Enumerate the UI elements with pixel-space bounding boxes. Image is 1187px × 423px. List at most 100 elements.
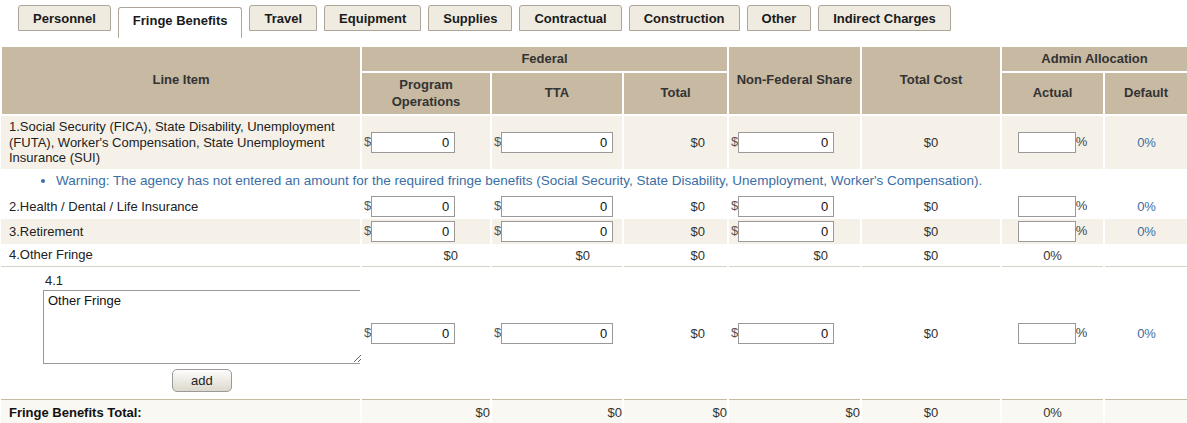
tab-equipment[interactable]: Equipment: [324, 5, 421, 31]
other-sub-tta-cell: $: [491, 267, 623, 400]
tab-other[interactable]: Other: [747, 5, 812, 31]
tab-fringe-benefits[interactable]: Fringe Benefits: [118, 7, 243, 38]
fica-program-operations-cell: $: [361, 115, 491, 170]
dollar-sign: $: [362, 134, 371, 149]
tab-personnel[interactable]: Personnel: [18, 5, 111, 31]
retirement-non-federal-cell: $: [728, 219, 861, 244]
retirement-line-item-label: 3.Retirement: [1, 219, 361, 244]
table-row-fica: 1.Social Security (FICA), State Disabili…: [1, 115, 1187, 170]
tab-construction[interactable]: Construction: [629, 5, 740, 31]
health-tta-input[interactable]: [501, 196, 613, 217]
other-non-federal-total: $0: [728, 244, 861, 266]
other-sub-non-federal-cell: $: [728, 267, 861, 400]
other-sub-program-operations-cell: $: [361, 267, 491, 400]
health-non-federal-cell: $: [728, 194, 861, 219]
retirement-non-federal-input[interactable]: [738, 221, 834, 242]
table-row-other-fringe-sub: 4.1 Other Fringe add $ $ $0 $ $0 % 0%: [1, 267, 1187, 400]
other-sub-line-item-cell: 4.1 Other Fringe add: [1, 267, 361, 400]
percent-sign: %: [1076, 325, 1088, 340]
percent-sign: %: [1076, 134, 1088, 149]
dollar-sign: $: [492, 134, 501, 149]
total-tta: $0: [491, 400, 623, 423]
total-actual-percent: 0%: [1001, 400, 1104, 423]
other-total-cost: $0: [861, 244, 1001, 266]
health-non-federal-input[interactable]: [738, 196, 834, 217]
total-non-federal: $0: [728, 400, 861, 423]
other-sub-program-operations-input[interactable]: [371, 323, 455, 344]
total-default-percent: [1104, 400, 1187, 423]
fica-actual-percent-input[interactable]: [1018, 132, 1076, 153]
fica-line-item-label: 1.Social Security (FICA), State Disabili…: [1, 115, 361, 170]
col-header-non-federal-share: Non-Federal Share: [728, 46, 861, 115]
col-header-default: Default: [1104, 72, 1187, 115]
fica-tta-cell: $: [491, 115, 623, 170]
health-tta-cell: $: [491, 194, 623, 219]
retirement-total-cost: $0: [861, 219, 1001, 244]
dollar-sign: $: [362, 198, 371, 213]
col-header-total: Total: [623, 72, 728, 115]
table-row-other-fringe: 4.Other Fringe $0 $0 $0 $0 $0 0%: [1, 244, 1187, 266]
retirement-default-percent: 0%: [1104, 219, 1187, 244]
fica-tta-input[interactable]: [501, 132, 613, 153]
health-default-percent: 0%: [1104, 194, 1187, 219]
retirement-program-operations-input[interactable]: [371, 221, 455, 242]
dollar-sign: $: [492, 198, 501, 213]
add-button[interactable]: add: [172, 369, 232, 392]
fringe-warning-cell: Warning: The agency has not entered an a…: [1, 169, 1187, 194]
table-row-warning: Warning: The agency has not entered an a…: [1, 169, 1187, 194]
tab-indirect-charges[interactable]: Indirect Charges: [818, 5, 951, 31]
fica-program-operations-input[interactable]: [371, 132, 455, 153]
other-fringe-line-item-label: 4.Other Fringe: [1, 244, 361, 266]
health-total-cost: $0: [861, 194, 1001, 219]
percent-sign: %: [1076, 198, 1088, 213]
fica-federal-total: $0: [623, 115, 728, 170]
other-sub-actual-cell: %: [1001, 267, 1104, 400]
col-header-admin-allocation: Admin Allocation: [1001, 46, 1187, 72]
health-actual-percent-input[interactable]: [1018, 196, 1076, 217]
retirement-federal-total: $0: [623, 219, 728, 244]
other-default-percent: [1104, 244, 1187, 266]
health-program-operations-cell: $: [361, 194, 491, 219]
col-header-line-item: Line Item: [1, 46, 361, 115]
fica-default-percent: 0%: [1104, 115, 1187, 170]
retirement-tta-cell: $: [491, 219, 623, 244]
other-sub-default-percent: 0%: [1104, 267, 1187, 400]
total-program-operations: $0: [361, 400, 491, 423]
col-header-program-operations: Program Operations: [361, 72, 491, 115]
table-row-fringe-benefits-total: Fringe Benefits Total: $0 $0 $0 $0 $0 0%: [1, 400, 1187, 423]
health-program-operations-input[interactable]: [371, 196, 455, 217]
other-sub-total-cost: $0: [861, 267, 1001, 400]
other-sub-federal-total: $0: [623, 267, 728, 400]
col-header-tta: TTA: [491, 72, 623, 115]
other-sub-tta-input[interactable]: [501, 323, 613, 344]
fica-non-federal-input[interactable]: [738, 132, 834, 153]
health-federal-total: $0: [623, 194, 728, 219]
retirement-actual-cell: %: [1001, 219, 1104, 244]
other-sub-number: 4.1: [45, 273, 354, 289]
total-cost-value: $0: [861, 400, 1001, 423]
percent-sign: %: [1076, 223, 1088, 238]
dollar-sign: $: [729, 325, 738, 340]
retirement-actual-percent-input[interactable]: [1018, 221, 1076, 242]
fringe-benefits-total-label: Fringe Benefits Total:: [1, 400, 361, 423]
dollar-sign: $: [729, 134, 738, 149]
fica-total-cost: $0: [861, 115, 1001, 170]
retirement-tta-input[interactable]: [501, 221, 613, 242]
dollar-sign: $: [492, 223, 501, 238]
fica-actual-cell: %: [1001, 115, 1104, 170]
fica-non-federal-cell: $: [728, 115, 861, 170]
tab-supplies[interactable]: Supplies: [428, 5, 512, 31]
table-row-retirement: 3.Retirement $ $ $0 $ $0 % 0%: [1, 219, 1187, 244]
tab-travel[interactable]: Travel: [249, 5, 317, 31]
other-sub-non-federal-input[interactable]: [738, 323, 834, 344]
other-sub-actual-percent-input[interactable]: [1018, 323, 1076, 344]
dollar-sign: $: [362, 325, 371, 340]
other-tta-total: $0: [491, 244, 623, 266]
dollar-sign: $: [492, 325, 501, 340]
retirement-program-operations-cell: $: [361, 219, 491, 244]
tab-contractual[interactable]: Contractual: [519, 5, 621, 31]
col-header-federal: Federal: [361, 46, 728, 72]
other-sub-description-textarea[interactable]: Other Fringe: [43, 290, 363, 364]
col-header-actual: Actual: [1001, 72, 1104, 115]
health-line-item-label: 2.Health / Dental / Life Insurance: [1, 194, 361, 219]
